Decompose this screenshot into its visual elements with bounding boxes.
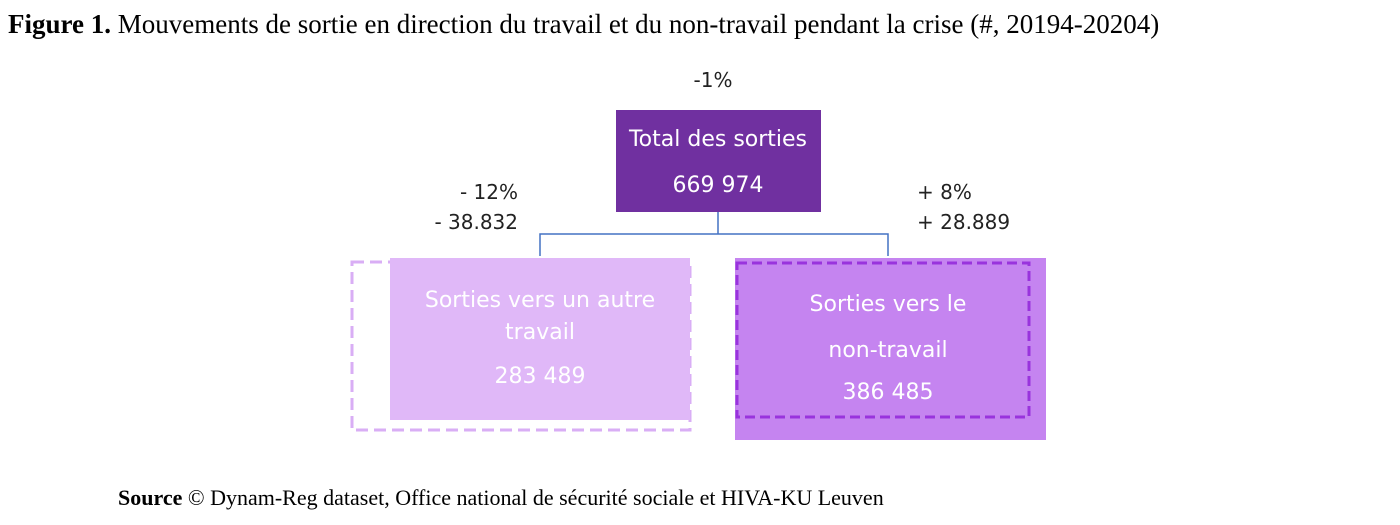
source: Source © Dynam-Reg dataset, Office natio… bbox=[118, 485, 884, 510]
title-text: Mouvements de sortie en direction du tra… bbox=[118, 9, 1159, 39]
right-dashed-box bbox=[735, 261, 1031, 419]
right-label: non-travail bbox=[828, 338, 947, 363]
total-label: Total des sorties bbox=[628, 127, 807, 152]
total-value: 669 974 bbox=[673, 173, 764, 198]
right-change-pct: + 8% bbox=[917, 180, 972, 204]
left-label: Sorties vers un autre bbox=[425, 288, 655, 313]
right-label: Sorties vers le bbox=[810, 292, 967, 317]
left-box bbox=[390, 258, 690, 420]
figure-title: Figure 1. Mouvements de sortie en direct… bbox=[8, 9, 1159, 39]
left-change-abs: - 38.832 bbox=[434, 210, 518, 234]
total-change: -1% bbox=[694, 68, 733, 92]
figure-label: Figure 1. bbox=[8, 9, 111, 39]
right-change-abs: + 28.889 bbox=[917, 210, 1010, 234]
source-label: Source bbox=[118, 485, 183, 510]
left-label: travail bbox=[505, 320, 575, 345]
source-text: © Dynam-Reg dataset, Office national de … bbox=[188, 485, 884, 510]
left-value: 283 489 bbox=[495, 364, 586, 389]
right-box bbox=[735, 258, 1046, 440]
connector bbox=[539, 212, 889, 256]
total-box bbox=[616, 110, 821, 212]
right-value: 386 485 bbox=[843, 380, 934, 405]
left-change-pct: - 12% bbox=[460, 180, 518, 204]
